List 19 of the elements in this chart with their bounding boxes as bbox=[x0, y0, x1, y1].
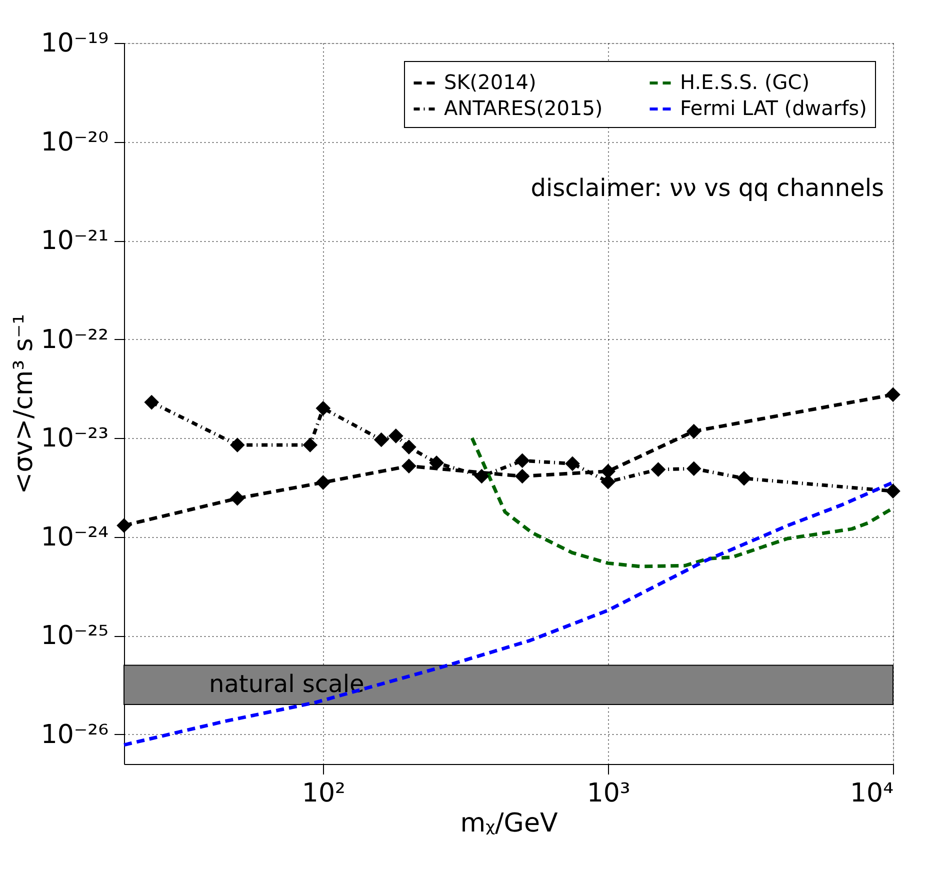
y-tick-label: 10⁻²⁵ bbox=[40, 621, 108, 652]
x-tick-label: 10³ bbox=[586, 778, 630, 808]
band-label: natural scale bbox=[209, 670, 364, 698]
x-axis-title: mᵪ/GeV bbox=[460, 808, 558, 838]
legend-label: H.E.S.S. (GC) bbox=[680, 70, 810, 94]
x-tick-label: 10² bbox=[302, 778, 346, 808]
y-tick-label: 10⁻²³ bbox=[40, 424, 108, 454]
y-tick-label: 10⁻²⁴ bbox=[40, 522, 108, 552]
y-axis-title: <σv>/cm³ s⁻¹ bbox=[8, 314, 39, 494]
legend-label: ANTARES(2015) bbox=[444, 96, 603, 120]
legend-label: Fermi LAT (dwarfs) bbox=[680, 96, 867, 120]
x-tick-label: 10⁴ bbox=[850, 778, 894, 808]
y-tick-label: 10⁻¹⁹ bbox=[40, 28, 108, 58]
legend-label: SK(2014) bbox=[444, 70, 536, 94]
y-tick-label: 10⁻²⁶ bbox=[40, 720, 108, 750]
y-tick-label: 10⁻²⁰ bbox=[40, 127, 108, 158]
annotation: disclaimer: νν vs qq channels bbox=[530, 174, 884, 202]
y-tick-label: 10⁻²² bbox=[40, 324, 108, 355]
y-tick-label: 10⁻²¹ bbox=[40, 226, 108, 256]
